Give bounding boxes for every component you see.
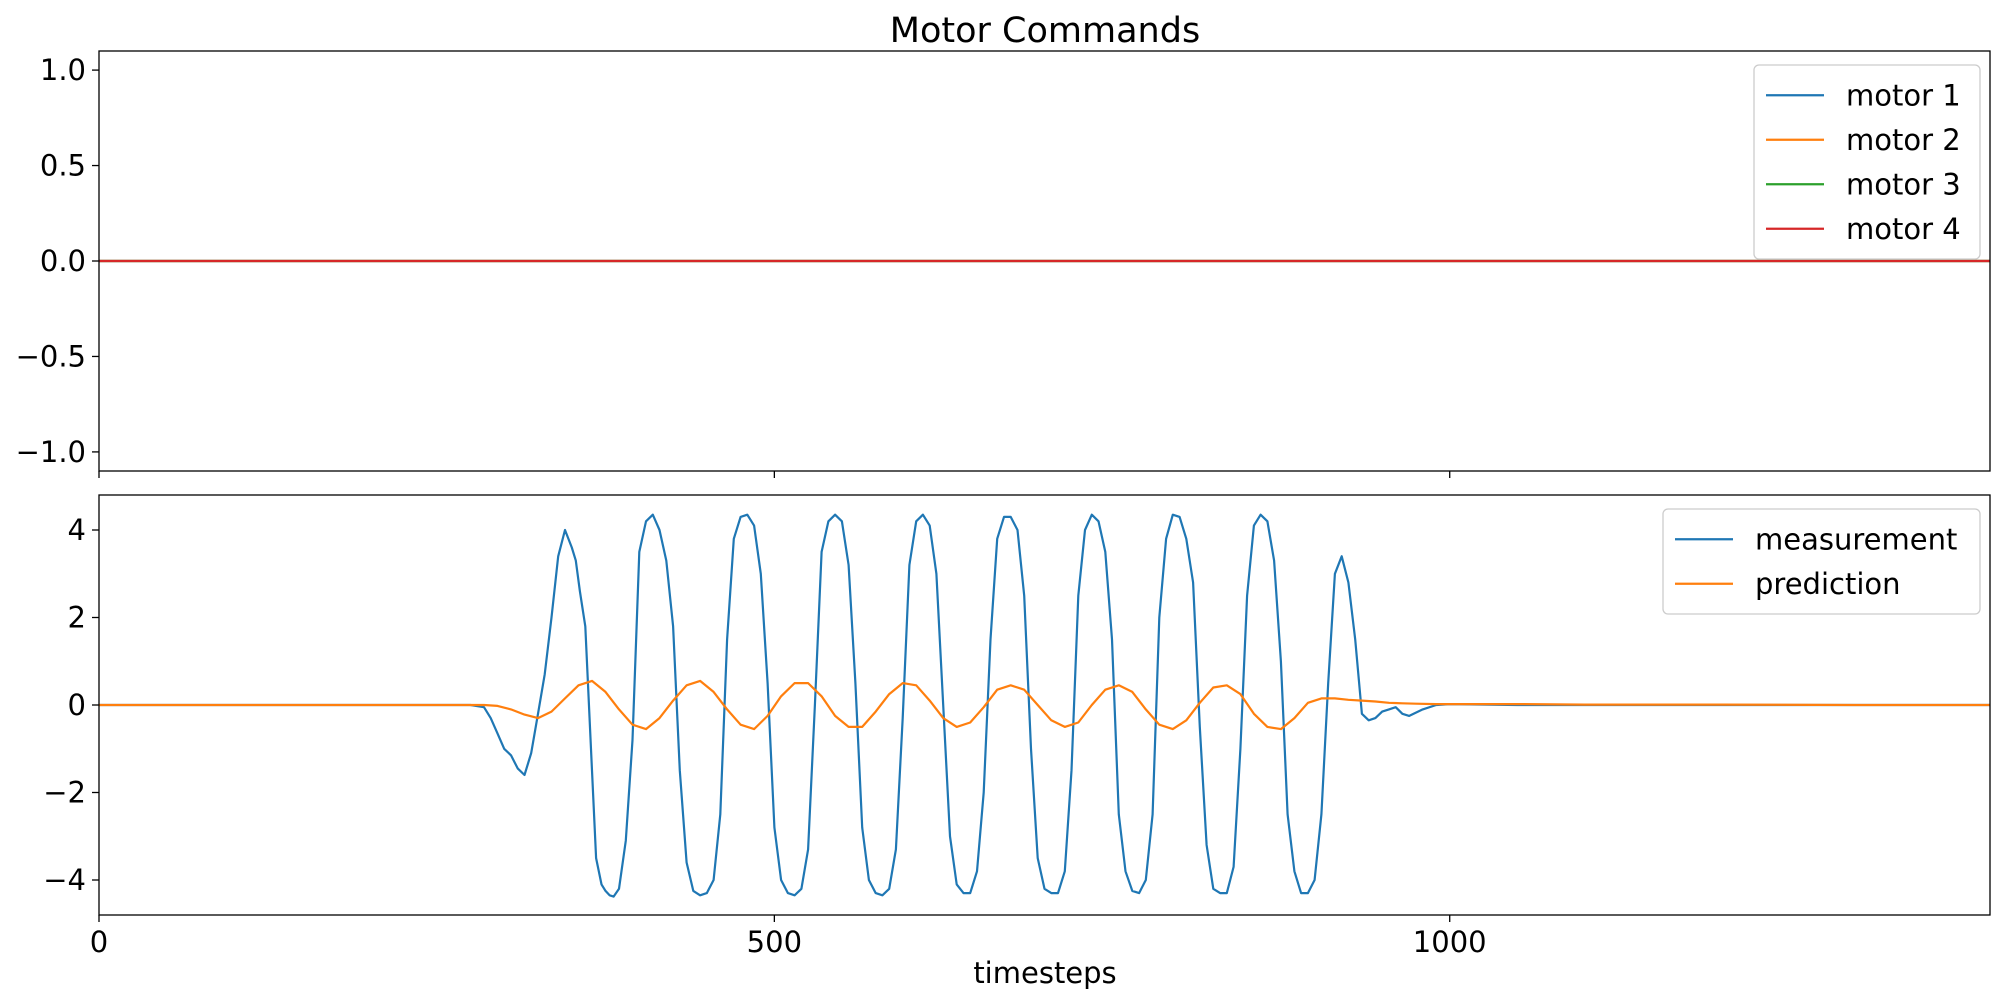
x-tick-label: 500 xyxy=(747,925,802,959)
y-tick-label: 1.0 xyxy=(40,53,86,87)
legend-label: motor 4 xyxy=(1846,212,1961,246)
x-tick-label: 0 xyxy=(90,925,108,959)
y-tick-label: 4 xyxy=(68,513,86,547)
chart-title: Motor Commands xyxy=(890,11,1200,51)
y-tick-label: 0 xyxy=(68,688,86,722)
legend-item: motor 2 xyxy=(1766,123,1961,157)
y-tick-label: −2 xyxy=(43,776,86,810)
series-line-prediction xyxy=(99,679,1990,731)
legend-label: prediction xyxy=(1755,567,1901,601)
x-axis-label: timesteps xyxy=(973,956,1116,990)
series-line-measurement xyxy=(99,513,1990,898)
y-tick-label: −4 xyxy=(43,863,86,897)
y-tick-label: 0.5 xyxy=(40,149,86,183)
legend-item: prediction xyxy=(1675,567,1901,601)
y-tick-label: 2 xyxy=(68,601,86,635)
legend: measurement prediction xyxy=(1662,508,1981,615)
legend-item: motor 4 xyxy=(1766,212,1961,246)
legend-item: measurement xyxy=(1675,522,1957,556)
legend-item: motor 3 xyxy=(1766,167,1961,201)
y-tick-label: −0.5 xyxy=(16,339,86,373)
legend-box xyxy=(1753,64,1981,260)
x-tick-label: 1000 xyxy=(1413,925,1487,959)
legend-item: motor 1 xyxy=(1766,78,1961,112)
legend-label: motor 2 xyxy=(1846,123,1961,157)
legend-label: measurement xyxy=(1755,522,1957,556)
legend: motor 1 motor 2 motor 3 motor 4 xyxy=(1753,64,1981,260)
y-tick-label: 0.0 xyxy=(40,244,86,278)
measurement-prediction-panel: −4 −2 0 2 4 0 500 1000 measurement prediction xyxy=(43,494,1991,959)
legend-box xyxy=(1662,508,1981,615)
legend-label: motor 3 xyxy=(1846,167,1961,201)
series-lines xyxy=(99,513,1990,898)
legend-label: motor 1 xyxy=(1846,78,1961,112)
y-tick-label: −1.0 xyxy=(16,435,86,469)
